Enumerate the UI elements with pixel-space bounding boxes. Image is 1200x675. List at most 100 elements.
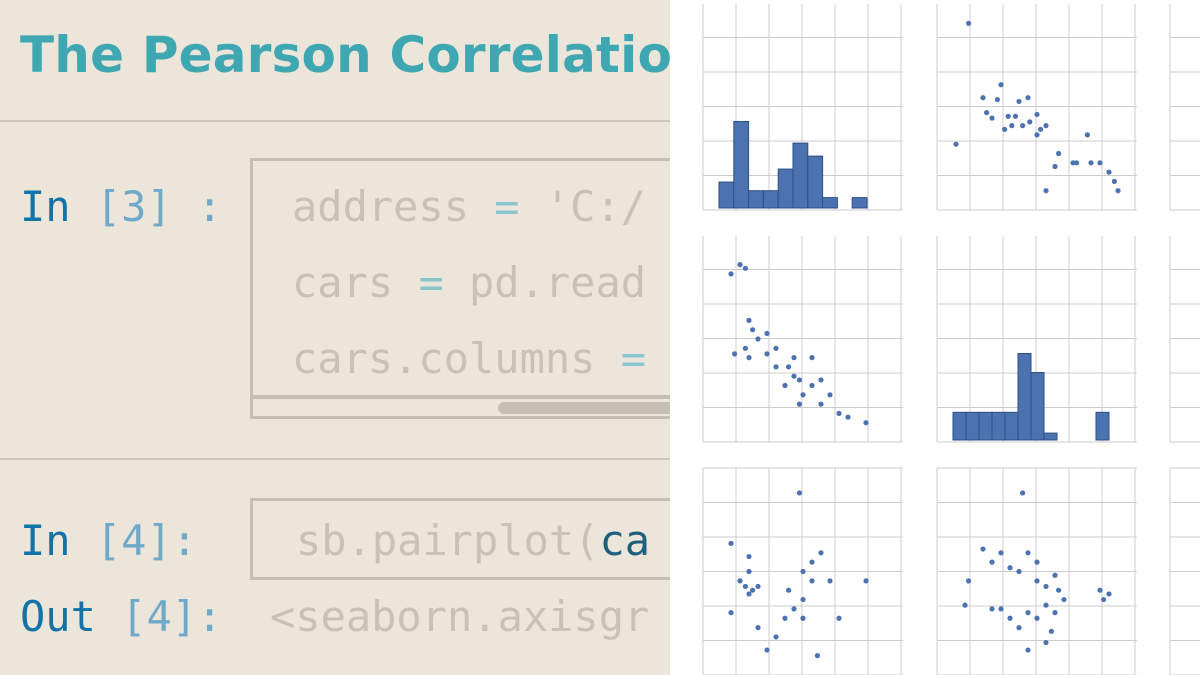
scatter-point: [1012, 113, 1018, 119]
scatter-point: [1052, 163, 1058, 170]
pairplot-svg: [702, 4, 1200, 675]
histogram-bar: [1017, 352, 1032, 441]
cell-in4-prompt: In [4]:: [20, 520, 197, 562]
prompt-keyword: In: [20, 182, 71, 231]
pairplot-grid: [702, 467, 903, 675]
scatter-point: [818, 377, 824, 383]
scatter-point: [746, 553, 752, 560]
scatter-point: [818, 401, 824, 407]
scatter-point: [764, 647, 770, 653]
page-title: The Pearson Correlation: [20, 26, 708, 84]
scatter-point: [1101, 596, 1107, 603]
scatter-point: [1074, 160, 1080, 166]
scatter-point: [989, 606, 995, 612]
scatter-point: [791, 606, 797, 612]
histogram-bar: [762, 190, 779, 209]
scatter-point: [750, 587, 756, 593]
scatter-point: [1052, 610, 1058, 616]
scatter-point: [994, 96, 1000, 103]
code-token: address: [292, 182, 470, 231]
code-line-pairplot: sb.pairplot(ca: [296, 520, 650, 562]
scatter-point: [845, 414, 851, 420]
scatter-point: [1111, 178, 1117, 184]
scatter-point: [1025, 647, 1031, 653]
scatter-point: [800, 392, 806, 398]
scatter-point: [836, 615, 842, 621]
histogram-bar: [1030, 372, 1045, 441]
scatter-point: [827, 392, 833, 398]
scatter-point: [1016, 625, 1022, 631]
code-line-3: cars.columns =: [292, 338, 646, 380]
scatter-point: [791, 373, 797, 379]
scatter-point: [728, 540, 734, 547]
scatter-point: [1025, 95, 1031, 101]
scatter-point: [782, 615, 788, 621]
prompt-number: [4]:: [121, 592, 223, 641]
scatter-point: [773, 345, 779, 351]
scatter-point: [863, 420, 869, 426]
scatter-point: [836, 410, 842, 416]
scatter-point: [827, 578, 833, 584]
scatter-point: [1020, 490, 1026, 496]
scatter-point: [1043, 123, 1049, 129]
scatter-point: [755, 336, 761, 342]
scatter-point: [746, 591, 752, 597]
histogram-bar: [1004, 411, 1019, 441]
scatter-point: [1048, 628, 1054, 634]
scatter-point: [773, 364, 779, 370]
scatter-point: [764, 330, 770, 337]
cell-in3-prompt: In [3] :: [20, 186, 222, 228]
cell-out4-prompt: Out [4]:: [20, 596, 222, 638]
code-token: cars: [292, 258, 394, 307]
scatter-point: [1056, 150, 1062, 157]
scatter-point: [989, 115, 995, 121]
prompt-number: [4]:: [95, 516, 198, 565]
scatter-point: [1056, 587, 1062, 593]
scatter-point: [1088, 160, 1094, 166]
scatter-point: [773, 634, 779, 640]
scatter-point: [980, 546, 986, 552]
scatter-point: [998, 82, 1004, 88]
histogram-bar: [807, 155, 824, 209]
scatter-point: [796, 490, 802, 496]
prompt-colon: :: [197, 182, 223, 231]
scatter-point: [1034, 615, 1040, 621]
code-operator: =: [469, 182, 545, 231]
histogram-bar: [952, 411, 967, 441]
scatter-point: [1009, 123, 1015, 129]
scatter-point: [962, 602, 968, 608]
scatter-point: [1034, 559, 1040, 565]
prompt-number: [3]: [95, 182, 172, 231]
scatter-point: [1043, 639, 1049, 646]
scatter-point: [1043, 583, 1049, 590]
scatter-point: [1070, 160, 1076, 166]
scatter-point: [1097, 587, 1103, 593]
scatter-point: [966, 20, 972, 26]
pairplot-grid: [702, 236, 903, 443]
histogram-bar: [718, 181, 735, 209]
scatter-point: [814, 653, 820, 659]
scatter-point: [800, 568, 806, 575]
pairplot-figure: [670, 0, 1200, 675]
scatter-point: [742, 345, 748, 351]
scatter-point: [755, 625, 761, 631]
scatter-point: [1034, 578, 1040, 584]
histogram-bar: [733, 120, 750, 209]
scatter-point: [728, 271, 734, 277]
histogram-bar: [792, 142, 809, 209]
scatter-point: [737, 262, 743, 268]
scatter-point: [764, 351, 770, 357]
pairplot-grid: [1169, 467, 1200, 675]
scatter-point: [1007, 615, 1013, 621]
scatter-point: [953, 141, 959, 147]
cell-out4-text: <seaborn.axisgr: [270, 592, 650, 641]
scatter-point: [966, 578, 972, 584]
scatter-point: [1034, 111, 1040, 118]
code-operator: =: [595, 334, 647, 383]
histogram-bar: [851, 197, 868, 209]
pairplot-grid: [1169, 4, 1200, 211]
scatter-point: [1106, 169, 1112, 175]
scatter-point: [1007, 565, 1013, 571]
scrollbar-thumb[interactable]: [498, 402, 698, 414]
scatter-point: [1106, 591, 1112, 597]
